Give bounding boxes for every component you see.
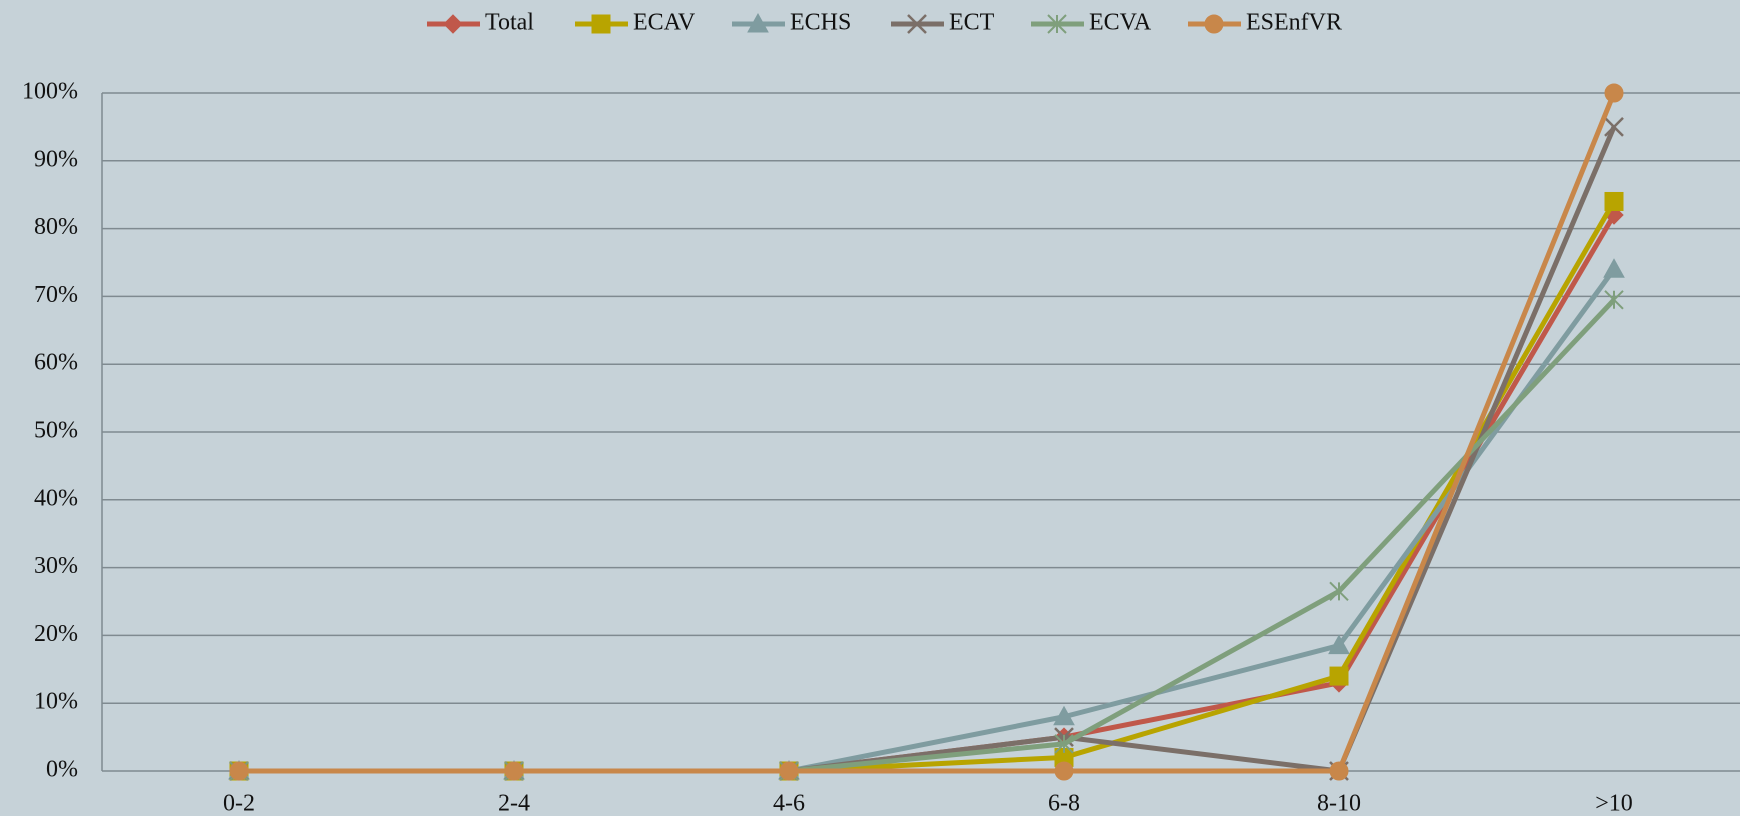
series-line	[239, 92, 1617, 774]
data-point	[1604, 117, 1624, 137]
y-tick-label: 50%	[34, 418, 78, 444]
data-point	[1054, 734, 1074, 754]
legend-label: ESEnfVR	[1246, 10, 1342, 36]
series-line	[239, 298, 1616, 774]
data-point	[1054, 761, 1074, 781]
y-tick-label: 100%	[22, 79, 78, 105]
y-tick-label: 20%	[34, 621, 78, 647]
legend-label: Total	[485, 10, 534, 36]
legend-label: ECT	[949, 10, 995, 36]
data-point	[229, 761, 249, 781]
legend-marker	[1204, 14, 1224, 34]
series-line	[239, 200, 1617, 774]
y-tick-label: 10%	[34, 689, 78, 715]
y-tick-label: 70%	[34, 282, 78, 308]
data-point	[1329, 761, 1349, 781]
legend-label: ECVA	[1089, 10, 1152, 36]
y-tick-label: 0%	[46, 757, 78, 783]
legend-marker	[747, 12, 769, 33]
data-point	[1329, 581, 1349, 602]
data-point	[1329, 666, 1349, 686]
series-line	[239, 213, 1617, 774]
legend-marker	[1047, 14, 1067, 34]
x-tick-label: 0-2	[223, 791, 255, 816]
series-line	[239, 125, 1617, 774]
x-tick-label: 8-10	[1317, 791, 1361, 816]
y-tick-label: 30%	[34, 553, 78, 579]
data-point	[1604, 290, 1624, 310]
x-tick-label: 2-4	[498, 791, 530, 816]
data-point	[1328, 634, 1350, 655]
y-tick-label: 40%	[34, 485, 78, 511]
x-tick-label: 6-8	[1048, 791, 1080, 816]
data-point	[504, 761, 524, 781]
x-tick-label: 4-6	[773, 791, 805, 816]
data-point	[1053, 705, 1075, 726]
legend-label: ECAV	[633, 10, 696, 36]
legend-marker	[591, 14, 611, 34]
data-point	[779, 761, 799, 781]
y-tick-label: 90%	[34, 146, 78, 172]
legend-marker	[443, 14, 463, 34]
data-point	[1604, 83, 1624, 103]
legend-label: ECHS	[790, 10, 851, 36]
legend-marker	[907, 14, 927, 34]
data-point	[1603, 258, 1625, 278]
x-tick-label: >10	[1595, 791, 1633, 816]
data-point	[1604, 191, 1624, 211]
y-tick-label: 80%	[34, 214, 78, 240]
y-tick-label: 60%	[34, 350, 78, 376]
